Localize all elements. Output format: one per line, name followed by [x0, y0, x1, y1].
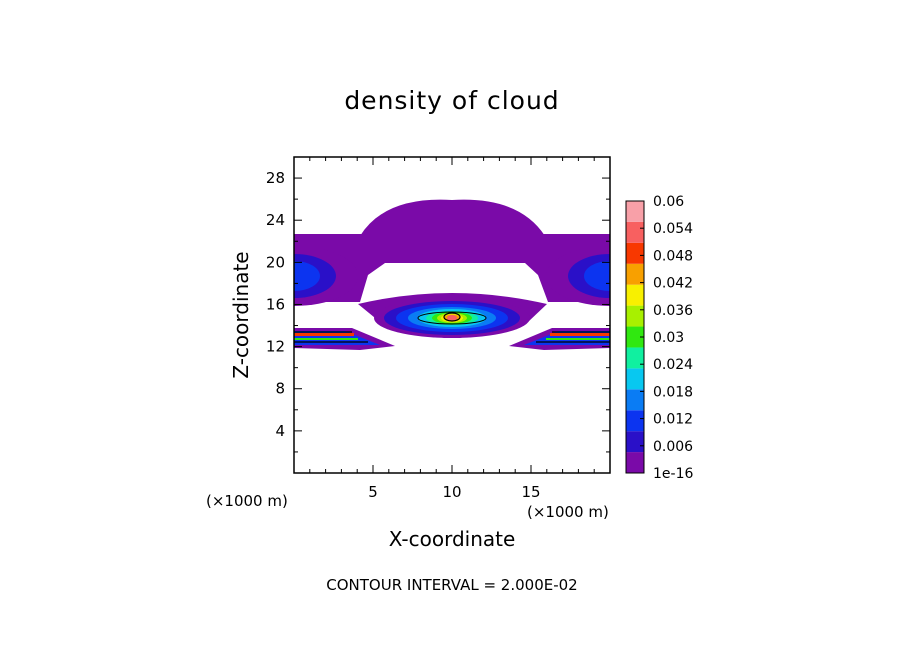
cloud-upper-envelope	[294, 234, 610, 302]
side-core-inner-1	[584, 261, 610, 291]
chart-title: density of cloud	[344, 86, 560, 115]
central-contour-line-inner	[443, 312, 461, 322]
lower-band-left	[294, 328, 395, 350]
lower-band-right	[509, 328, 610, 350]
cloud-top-dome	[360, 199, 545, 236]
central-contour-line-outer	[417, 311, 487, 325]
y-tick-label: 16	[266, 295, 285, 313]
colorbar-label: 0.012	[653, 412, 693, 428]
lower-band-right-lines	[536, 331, 610, 343]
x-tick-label: 10	[442, 483, 461, 501]
y-tick-label: 28	[266, 169, 285, 187]
colorbar-swatch	[626, 242, 644, 264]
x-unit-label-left: (×1000 m)	[206, 492, 288, 510]
lower-band-right-green	[546, 338, 610, 340]
density-field	[294, 199, 610, 350]
colorbar-label: 1e-16	[653, 466, 693, 482]
y-tick-label: 20	[266, 253, 285, 271]
lower-band-left-green	[294, 338, 358, 340]
colorbar-swatch	[626, 431, 644, 453]
colorbar-label: 0.006	[653, 439, 693, 455]
colorbar-swatch	[626, 284, 644, 306]
colorbar-swatch	[626, 452, 644, 473]
colorbar-swatch	[626, 368, 644, 390]
x-axis-label: X-coordinate	[388, 527, 516, 551]
colorbar-label: 0.03	[653, 330, 684, 346]
y-tick-label: 12	[266, 338, 285, 356]
x-tick-label: 5	[368, 483, 378, 501]
y-tick-label: 4	[275, 422, 285, 440]
contour-interval-note: CONTOUR INTERVAL = 2.000E-02	[326, 576, 578, 594]
lower-band-left-lines	[294, 331, 368, 343]
colorbar-swatch	[626, 347, 644, 369]
x-unit-label-right: (×1000 m)	[527, 503, 609, 521]
colorbar-label: 0.054	[653, 221, 693, 237]
colorbar-label: 0.036	[653, 303, 693, 319]
y-tick-label: 8	[275, 380, 285, 398]
colorbar-label: 0.042	[653, 276, 693, 292]
side-core-inner-0	[294, 261, 320, 291]
y-tick-label: 24	[266, 211, 285, 229]
colorbar-swatch	[626, 410, 644, 432]
colorbar-swatch	[626, 305, 644, 327]
colorbar-swatch	[626, 389, 644, 411]
colorbar: 1e-16 0.006 0.012 0.018 0.024 0.03 0.036 0.042 0…	[625, 194, 693, 482]
colorbar-swatch	[626, 201, 644, 222]
colorbar-label: 0.06	[653, 194, 684, 210]
colorbar-label: 0.024	[653, 357, 693, 373]
colorbar-swatch	[626, 263, 644, 285]
lower-band-right-hot	[550, 333, 610, 336]
colorbar-label: 0.048	[653, 248, 693, 264]
lower-band-left-hot	[294, 333, 354, 336]
colorbar-swatch	[626, 326, 644, 348]
y-axis-label: Z-coordinate	[229, 251, 253, 379]
central-contour-10	[447, 315, 457, 321]
colorbar-swatch	[626, 221, 644, 243]
colorbar-label: 0.018	[653, 384, 693, 400]
x-tick-label: 15	[521, 483, 540, 501]
